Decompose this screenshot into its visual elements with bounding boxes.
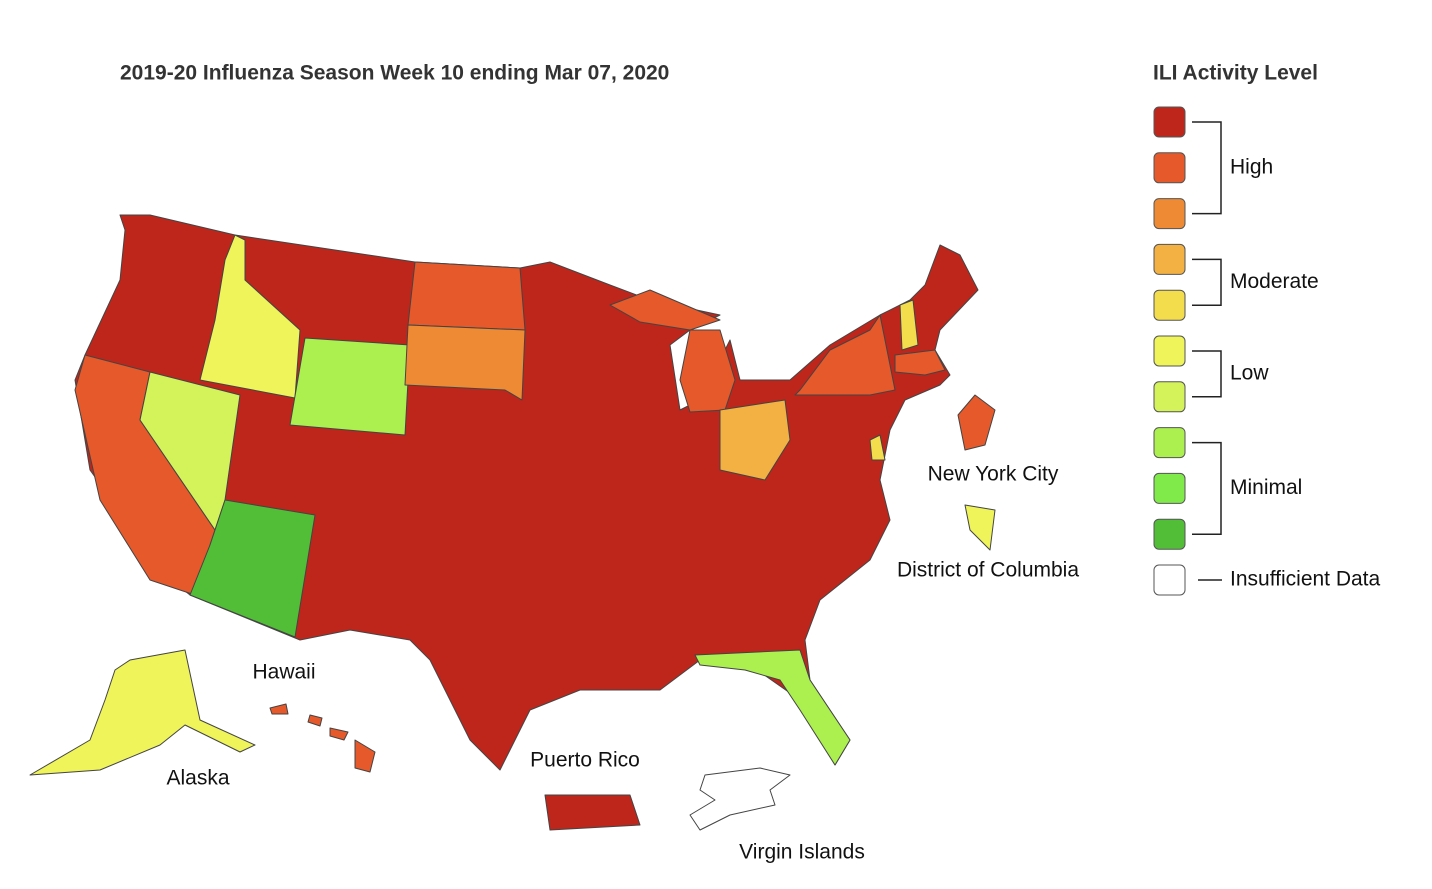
region-label: District of Columbia	[897, 559, 1079, 582]
region-label: Alaska	[166, 767, 229, 790]
state	[404, 324, 526, 401]
nyc-inset	[957, 394, 996, 451]
state	[719, 399, 791, 481]
legend-label: Minimal	[1230, 476, 1302, 499]
legend-label: Insufficient Data	[1230, 568, 1381, 591]
legend-swatch	[1153, 427, 1186, 459]
legend-bracket	[1192, 121, 1222, 215]
legend-bracket	[1192, 350, 1222, 398]
legend-swatch	[1153, 472, 1186, 504]
state	[869, 434, 886, 461]
legend: High Moderate Low Minimal Insufficient Data	[1153, 106, 1381, 596]
hawaii	[307, 714, 323, 727]
us-map	[29, 214, 996, 831]
legend-bracket	[1192, 441, 1222, 535]
alaska	[29, 649, 256, 776]
hawaii	[354, 739, 376, 773]
state	[894, 349, 946, 376]
legend-swatch	[1153, 243, 1186, 275]
legend-label: High	[1230, 155, 1273, 178]
legend-swatch	[1153, 564, 1186, 596]
map-title: 2019-20 Influenza Season Week 10 ending …	[120, 62, 669, 85]
state	[189, 499, 316, 638]
state-region	[74, 214, 979, 771]
state	[679, 329, 736, 413]
hawaii	[269, 703, 289, 715]
region-label: Hawaii	[252, 661, 315, 684]
legend-label: Moderate	[1230, 270, 1319, 293]
legend-swatch	[1153, 518, 1186, 550]
puerto-rico	[544, 794, 641, 831]
state	[609, 289, 721, 331]
state	[289, 337, 411, 436]
state	[694, 649, 851, 766]
legend-label: Low	[1230, 361, 1269, 384]
legend-swatch	[1153, 335, 1186, 367]
region-label: Virgin Islands	[739, 841, 865, 864]
hawaii	[329, 727, 349, 741]
legend-swatch	[1153, 198, 1186, 230]
state	[899, 299, 919, 351]
legend-title: ILI Activity Level	[1153, 62, 1318, 85]
state	[407, 261, 526, 331]
legend-swatch	[1153, 289, 1186, 321]
region-label: Puerto Rico	[530, 749, 640, 772]
dc-inset	[964, 504, 996, 551]
region-label: New York City	[928, 463, 1059, 486]
legend-swatch	[1153, 381, 1186, 413]
virgin-islands	[689, 767, 791, 831]
legend-swatch	[1153, 152, 1186, 184]
legend-bracket	[1192, 258, 1222, 306]
legend-swatch	[1153, 106, 1186, 138]
state	[794, 314, 896, 396]
